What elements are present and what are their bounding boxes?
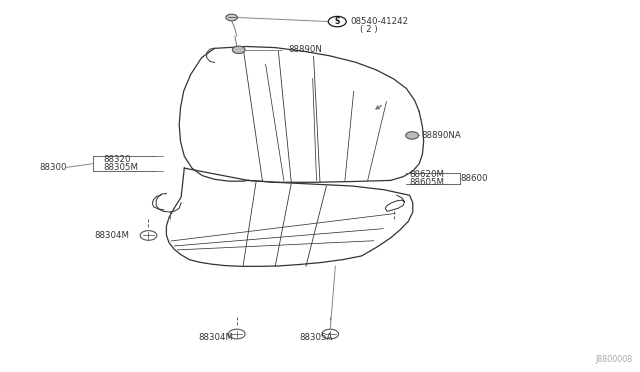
Text: 88304M: 88304M bbox=[198, 333, 234, 342]
Text: 88600: 88600 bbox=[461, 174, 488, 183]
Text: J8800008: J8800008 bbox=[595, 355, 632, 364]
Text: 88305M: 88305M bbox=[104, 163, 139, 172]
Circle shape bbox=[140, 231, 157, 240]
Circle shape bbox=[226, 14, 237, 21]
Circle shape bbox=[232, 46, 245, 54]
Text: 88890NA: 88890NA bbox=[421, 131, 461, 140]
Circle shape bbox=[328, 16, 346, 27]
Text: S: S bbox=[335, 17, 340, 26]
Circle shape bbox=[322, 329, 339, 339]
Text: 88605M: 88605M bbox=[410, 178, 445, 187]
Text: 88320: 88320 bbox=[104, 155, 131, 164]
Circle shape bbox=[406, 132, 419, 139]
Text: ( 2 ): ( 2 ) bbox=[360, 25, 378, 33]
Text: 88300: 88300 bbox=[40, 163, 67, 172]
Text: 88620M: 88620M bbox=[410, 170, 445, 179]
Text: 88890N: 88890N bbox=[288, 45, 322, 54]
Circle shape bbox=[228, 329, 245, 339]
Text: 88305A: 88305A bbox=[300, 333, 333, 342]
Text: 88304M: 88304M bbox=[95, 231, 130, 240]
Text: 08540-41242: 08540-41242 bbox=[351, 17, 409, 26]
